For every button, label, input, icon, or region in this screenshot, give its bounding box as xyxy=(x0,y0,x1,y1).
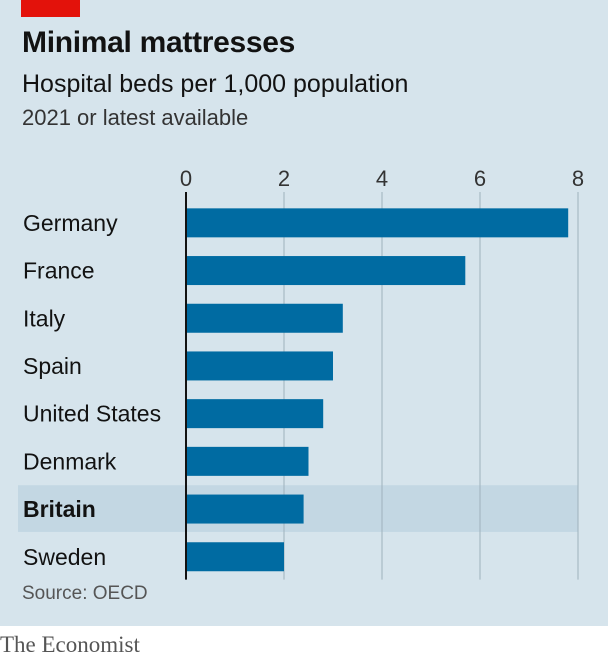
category-label: Sweden xyxy=(23,544,106,570)
bar-chart: 0 2 4 6 8 Germany France Italy Spain United State… xyxy=(18,166,584,580)
chart-note: 2021 or latest available xyxy=(22,105,249,130)
brand-wordmark: The Economist xyxy=(0,632,140,657)
category-label: Spain xyxy=(23,353,82,379)
category-label: United States xyxy=(23,401,161,427)
bar xyxy=(186,446,309,476)
category-label: Denmark xyxy=(23,448,117,474)
bar xyxy=(186,399,324,429)
x-tick-label: 2 xyxy=(278,166,290,191)
chart-panel: Minimal mattresses Hospital beds per 1,0… xyxy=(0,0,608,626)
chart-title: Minimal mattresses xyxy=(22,26,296,59)
category-label: Britain xyxy=(23,496,96,522)
bar xyxy=(186,208,569,238)
brand-red-tag xyxy=(21,0,80,17)
x-tick-label: 4 xyxy=(376,166,388,191)
bar xyxy=(186,256,466,286)
bar xyxy=(186,542,284,572)
category-label: France xyxy=(23,258,95,284)
x-tick-label: 6 xyxy=(474,166,486,191)
category-label: Germany xyxy=(23,210,118,236)
x-tick-label: 8 xyxy=(572,166,584,191)
chart-subtitle: Hospital beds per 1,000 population xyxy=(22,70,409,98)
source-note: Source: OECD xyxy=(22,583,148,604)
category-label: Italy xyxy=(23,305,66,331)
bar xyxy=(186,494,304,524)
x-tick-label: 0 xyxy=(180,166,192,191)
bar xyxy=(186,303,343,333)
bar xyxy=(186,351,333,381)
